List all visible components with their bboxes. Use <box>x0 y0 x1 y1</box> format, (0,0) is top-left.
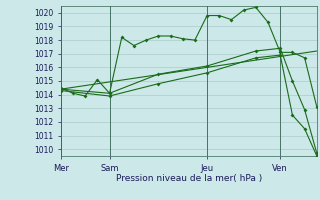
X-axis label: Pression niveau de la mer( hPa ): Pression niveau de la mer( hPa ) <box>116 174 262 183</box>
